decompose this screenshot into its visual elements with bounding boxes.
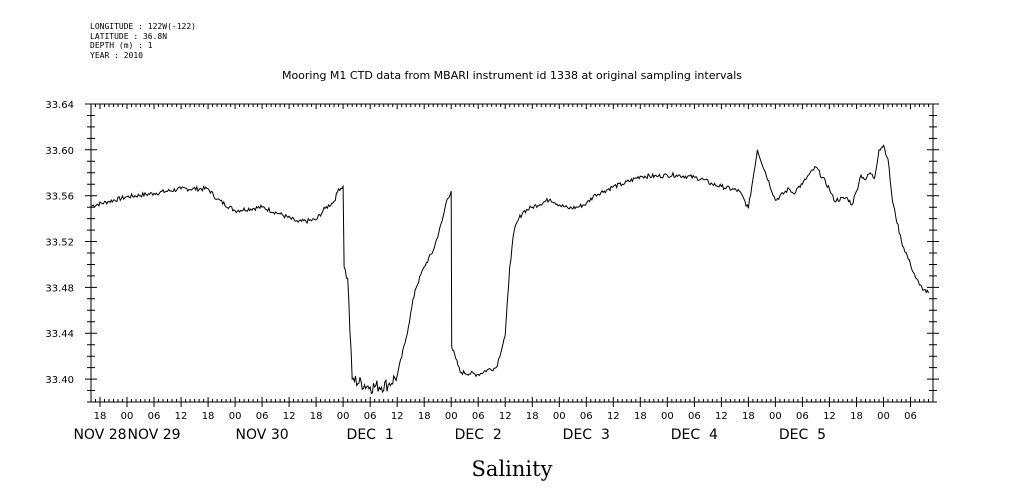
x-tick-label: 06 — [472, 411, 485, 422]
x-tick-label: 00 — [229, 411, 242, 422]
x-tick-label: 06 — [796, 411, 809, 422]
meta-year: YEAR : 2010 — [90, 50, 143, 60]
x-tick-label: 00 — [445, 411, 458, 422]
metadata-block: LONGITUDE : 122W(-122) LATITUDE : 36.8N … — [90, 22, 196, 60]
y-tick-label: 33.60 — [45, 146, 74, 157]
x-tick-label: 18 — [202, 411, 215, 422]
x-date-label: NOV 29 — [127, 427, 180, 443]
x-tick-label: 12 — [283, 411, 296, 422]
x-tick-label: 18 — [742, 411, 755, 422]
plot-frame — [90, 103, 934, 403]
x-tick-label: 06 — [148, 411, 161, 422]
x-date-label: NOV 30 — [236, 427, 289, 443]
y-tick-label: 33.52 — [45, 238, 74, 249]
x-tick-label: 18 — [634, 411, 647, 422]
x-tick-label: 06 — [580, 411, 593, 422]
x-tick-label: 12 — [823, 411, 836, 422]
x-tick-label: 00 — [121, 411, 134, 422]
x-tick-label: 00 — [877, 411, 890, 422]
x-tick-label: 00 — [661, 411, 674, 422]
x-axis-hour-labels: 18 00 06 12 18 00 06 12 18 00 06 12 18 00 06 12 18 00 06 12… — [94, 411, 917, 422]
x-tick-label: 18 — [418, 411, 431, 422]
salinity-series-line — [90, 144, 929, 395]
x-date-label: DEC 4 — [671, 427, 718, 443]
meta-depth: DEPTH (m) : 1 — [90, 41, 153, 50]
y-tick-label: 33.56 — [45, 192, 74, 203]
x-tick-label: 12 — [175, 411, 188, 422]
x-tick-label: 00 — [337, 411, 350, 422]
x-tick-label: 06 — [688, 411, 701, 422]
chart-title: Mooring M1 CTD data from MBARI instrumen… — [282, 69, 742, 82]
x-date-label: DEC 3 — [563, 427, 610, 443]
x-tick-label: 12 — [715, 411, 728, 422]
y-tick-label: 33.40 — [45, 375, 74, 386]
meta-latitude: LATITUDE : 36.8N — [90, 31, 168, 41]
axis-ticks — [85, 103, 939, 407]
meta-longitude: LONGITUDE : 122W(-122) — [90, 22, 196, 31]
x-tick-label: 00 — [553, 411, 566, 422]
x-tick-label: 06 — [904, 411, 917, 422]
x-tick-label: 18 — [94, 411, 107, 422]
x-tick-label: 06 — [256, 411, 269, 422]
x-date-label: NOV 28 — [73, 427, 126, 443]
y-tick-label: 33.64 — [45, 100, 74, 111]
x-tick-label: 12 — [499, 411, 512, 422]
x-tick-label: 12 — [607, 411, 620, 422]
y-axis-labels: 33.64 33.60 33.56 33.52 33.48 33.44 33.40 — [45, 100, 74, 386]
x-tick-label: 18 — [310, 411, 323, 422]
x-axis-label: Salinity — [472, 457, 553, 481]
x-date-label: DEC 1 — [347, 427, 394, 443]
y-tick-label: 33.44 — [45, 329, 74, 340]
x-axis-date-labels: NOV 28 NOV 29 NOV 30 DEC 1 DEC 2 DEC 3 DEC 4 DE… — [73, 427, 826, 443]
x-date-label: DEC 2 — [455, 427, 502, 443]
y-tick-label: 33.48 — [45, 283, 74, 294]
x-tick-label: 18 — [850, 411, 863, 422]
x-date-label: DEC 5 — [779, 427, 826, 443]
x-tick-label: 00 — [769, 411, 782, 422]
tick-marks — [85, 103, 939, 407]
x-tick-label: 06 — [364, 411, 377, 422]
x-tick-label: 12 — [391, 411, 404, 422]
x-tick-label: 18 — [526, 411, 539, 422]
